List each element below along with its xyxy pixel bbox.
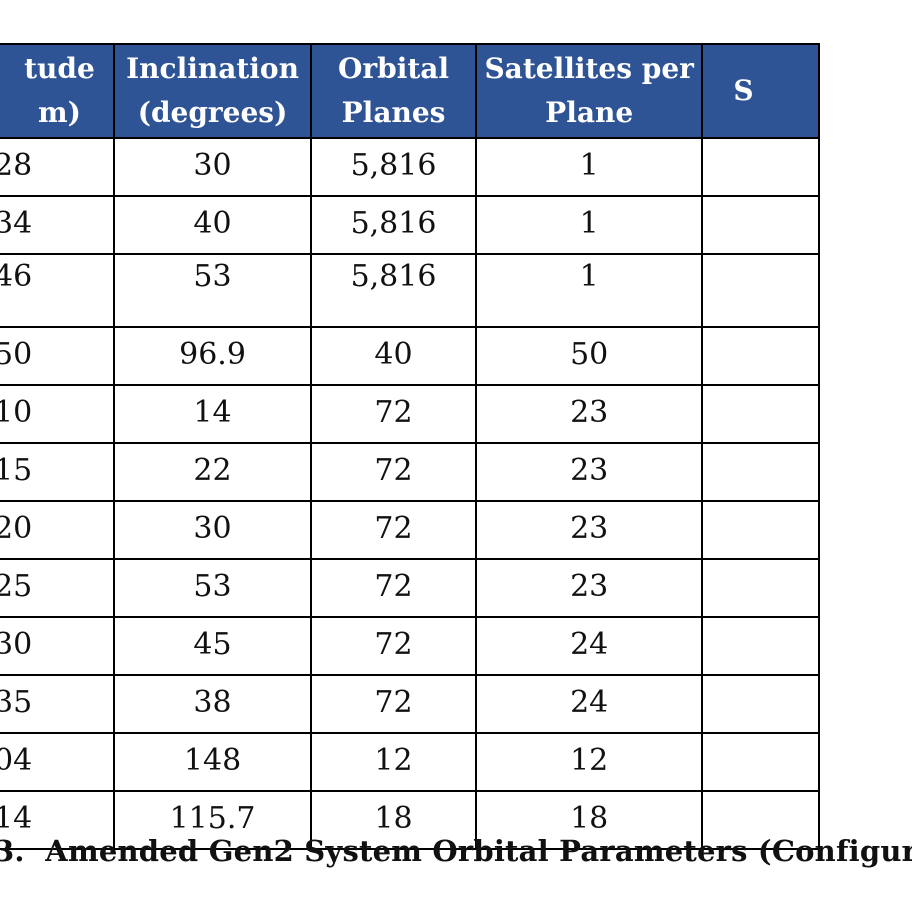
- table-row: 25 53 72 23: [0, 558, 820, 618]
- cell-satellites-per-plane: 23: [474, 384, 704, 444]
- cell-satellites-per-plane: 23: [474, 442, 704, 502]
- col-header-truncated: S: [701, 43, 820, 139]
- table-row: 04 148 12 12: [0, 732, 820, 792]
- cell-inclination: 30: [112, 137, 313, 197]
- cell-orbital-planes: 72: [310, 500, 477, 560]
- cell-altitude: 10: [0, 384, 115, 444]
- header-row: tude m) Inclination (degrees) Orbital Pl…: [0, 43, 820, 139]
- table-row: 10 14 72 23: [0, 384, 820, 444]
- cell-orbital-planes: 72: [310, 616, 477, 676]
- cell-truncated: [701, 195, 820, 255]
- table-row: 15 22 72 23: [0, 442, 820, 502]
- cell-altitude: 30: [0, 616, 115, 676]
- cell-altitude: 34: [0, 195, 115, 255]
- cell-altitude: 15: [0, 442, 115, 502]
- cell-satellites-per-plane: 18: [474, 790, 704, 850]
- cell-altitude: 35: [0, 674, 115, 734]
- cell-inclination: 40: [112, 195, 313, 255]
- cell-satellites-per-plane: 12: [474, 732, 704, 792]
- orbital-parameters-table: tude m) Inclination (degrees) Orbital Pl…: [0, 43, 820, 850]
- cell-orbital-planes: 72: [310, 384, 477, 444]
- cell-satellites-per-plane: 24: [474, 674, 704, 734]
- cell-orbital-planes: 18: [310, 790, 477, 850]
- col-header-satellites-per-plane: Satellites per Plane: [474, 43, 704, 139]
- cell-orbital-planes: 40: [310, 326, 477, 386]
- cell-satellites-per-plane: 1: [474, 195, 704, 255]
- table-row: 30 45 72 24: [0, 616, 820, 676]
- cell-orbital-planes: 72: [310, 674, 477, 734]
- cell-truncated: [701, 137, 820, 197]
- cell-inclination: 45: [112, 616, 313, 676]
- cell-inclination: 22: [112, 442, 313, 502]
- cell-inclination: 148: [112, 732, 313, 792]
- table-row: 50 96.9 40 50: [0, 326, 820, 386]
- cell-satellites-per-plane: 23: [474, 500, 704, 560]
- table-body: 28 30 5,816 1 34 40 5,816 1 46 53 5,816 …: [0, 137, 820, 850]
- cell-inclination: 96.9: [112, 326, 313, 386]
- cell-satellites-per-plane: 1: [474, 137, 704, 197]
- cell-satellites-per-plane: 50: [474, 326, 704, 386]
- col-header-inclination: Inclination (degrees): [112, 43, 313, 139]
- cell-truncated: [701, 253, 820, 328]
- col-header-altitude: tude m): [0, 43, 115, 139]
- cell-truncated: [701, 616, 820, 676]
- col-header-orbital-planes: Orbital Planes: [310, 43, 477, 139]
- cell-altitude: 20: [0, 500, 115, 560]
- cell-orbital-planes: 5,816: [310, 137, 477, 197]
- table-row: 46 53 5,816 1: [0, 253, 820, 328]
- cell-inclination: 14: [112, 384, 313, 444]
- cell-truncated: [701, 790, 820, 850]
- caption-number: 3.: [0, 834, 25, 868]
- cell-truncated: [701, 558, 820, 618]
- cell-orbital-planes: 5,816: [310, 253, 477, 328]
- table-caption: 3. Amended Gen2 System Orbital Parameter…: [0, 834, 912, 868]
- table-row: 34 40 5,816 1: [0, 195, 820, 255]
- cell-truncated: [701, 732, 820, 792]
- cell-altitude: 28: [0, 137, 115, 197]
- table-row: 35 38 72 24: [0, 674, 820, 734]
- table-header: tude m) Inclination (degrees) Orbital Pl…: [0, 43, 820, 139]
- cell-orbital-planes: 12: [310, 732, 477, 792]
- cell-altitude: 04: [0, 732, 115, 792]
- cell-truncated: [701, 500, 820, 560]
- cell-altitude: 14: [0, 790, 115, 850]
- cell-inclination: 38: [112, 674, 313, 734]
- cell-orbital-planes: 5,816: [310, 195, 477, 255]
- cell-satellites-per-plane: 1: [474, 253, 704, 328]
- cell-truncated: [701, 674, 820, 734]
- cell-truncated: [701, 442, 820, 502]
- caption-text: Amended Gen2 System Orbital Parameters (…: [45, 834, 912, 868]
- table-row: 20 30 72 23: [0, 500, 820, 560]
- cell-altitude: 50: [0, 326, 115, 386]
- cell-inclination: 30: [112, 500, 313, 560]
- cell-truncated: [701, 326, 820, 386]
- cell-inclination: 115.7: [112, 790, 313, 850]
- cell-altitude: 46: [0, 253, 115, 328]
- cell-inclination: 53: [112, 253, 313, 328]
- cell-satellites-per-plane: 24: [474, 616, 704, 676]
- cell-altitude: 25: [0, 558, 115, 618]
- table-row: 14 115.7 18 18: [0, 790, 820, 850]
- cell-orbital-planes: 72: [310, 442, 477, 502]
- cell-satellites-per-plane: 23: [474, 558, 704, 618]
- cell-inclination: 53: [112, 558, 313, 618]
- cell-orbital-planes: 72: [310, 558, 477, 618]
- table-row: 28 30 5,816 1: [0, 137, 820, 197]
- cell-truncated: [701, 384, 820, 444]
